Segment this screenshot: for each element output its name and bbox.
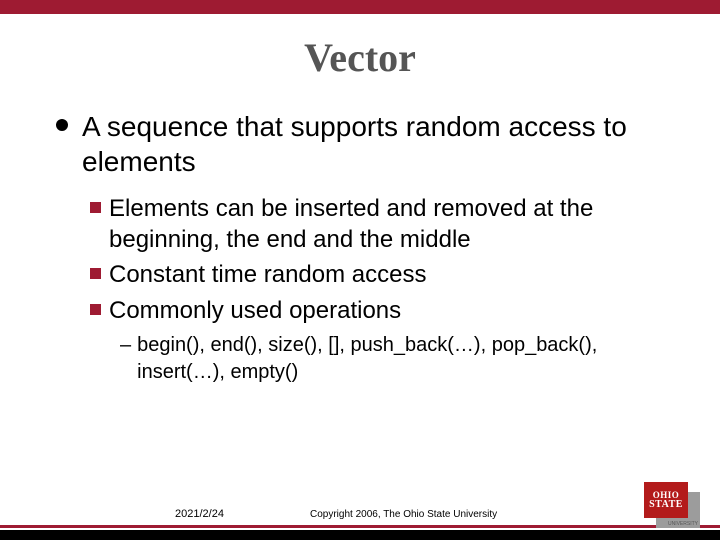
bullet-l2-group: Elements can be inserted and removed at …	[90, 193, 670, 386]
bullet-l1: A sequence that supports random access t…	[56, 109, 670, 179]
top-accent-bar	[0, 0, 720, 14]
slide-title: Vector	[0, 34, 720, 81]
bullet-l3: – begin(), end(), size(), [], push_back(…	[120, 332, 670, 386]
bullet-l2: Commonly used operations	[90, 295, 670, 326]
bullet-l2-text: Elements can be inserted and removed at …	[109, 193, 670, 255]
footer-date: 2021/2/24	[175, 508, 224, 520]
bullet-l2-text: Constant time random access	[109, 259, 426, 290]
slide-body: A sequence that supports random access t…	[0, 109, 720, 386]
bullet-l2-text: Commonly used operations	[109, 295, 401, 326]
footer-copyright: Copyright 2006, The Ohio State Universit…	[310, 509, 497, 520]
bullet-l2: Constant time random access	[90, 259, 670, 290]
ohio-state-logo: OHIO STATE UNIVERSITY	[644, 482, 700, 528]
logo-sub: UNIVERSITY	[668, 521, 698, 527]
bullet-l3-text: begin(), end(), size(), [], push_back(…)…	[137, 332, 670, 386]
logo-line2: STATE	[649, 500, 683, 509]
slide-footer: 2021/2/24 Copyright 2006, The Ohio State…	[0, 496, 720, 540]
footer-black-bar	[0, 530, 720, 540]
square-bullet-icon	[90, 202, 101, 213]
footer-accent-line	[0, 525, 720, 528]
dash-bullet-icon: –	[120, 332, 131, 358]
bullet-l1-text: A sequence that supports random access t…	[82, 109, 670, 179]
square-bullet-icon	[90, 268, 101, 279]
bullet-l2: Elements can be inserted and removed at …	[90, 193, 670, 255]
square-bullet-icon	[90, 304, 101, 315]
bullet-l3-group: – begin(), end(), size(), [], push_back(…	[120, 332, 670, 386]
logo-text: OHIO STATE	[644, 482, 688, 518]
disc-bullet-icon	[56, 119, 68, 131]
